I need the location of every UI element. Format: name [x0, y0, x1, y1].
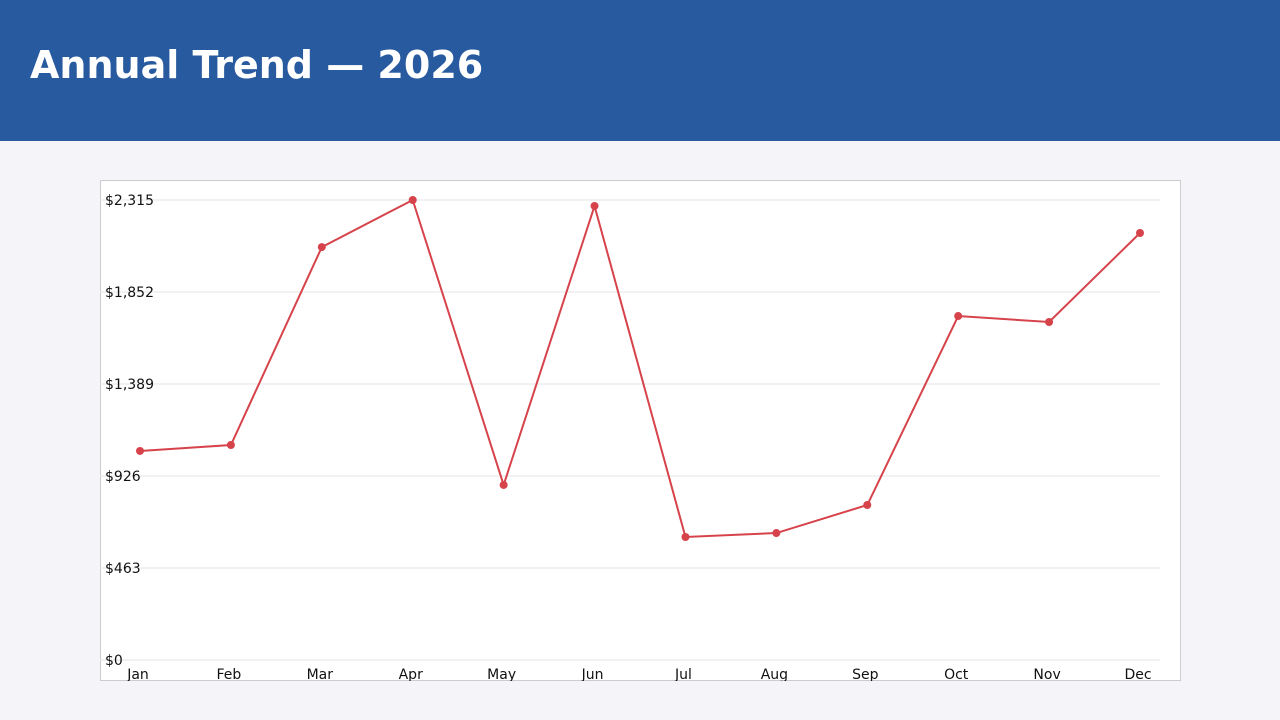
data-point [772, 529, 781, 538]
x-tick-label: Mar [307, 667, 334, 681]
data-point [681, 533, 690, 542]
x-tick-label: May [487, 667, 516, 681]
data-point [954, 312, 963, 321]
x-tick-label: Oct [944, 667, 969, 681]
x-tick-label: Feb [217, 667, 242, 681]
data-point [590, 201, 599, 210]
header: Annual Trend — 2026 [0, 0, 1280, 141]
data-point [499, 480, 508, 489]
x-tick-label: Sep [852, 667, 879, 681]
data-point [1136, 228, 1144, 237]
y-tick-label: $463 [105, 561, 141, 577]
x-tick-label: Jul [674, 667, 692, 681]
data-point [317, 243, 326, 252]
data-point [863, 501, 872, 510]
y-tick-label: $1,389 [105, 377, 154, 393]
x-tick-label: Dec [1124, 667, 1151, 681]
y-tick-label: $0 [105, 653, 123, 669]
data-point [226, 441, 235, 450]
series-line [139, 198, 1141, 539]
y-tick-label: $2,315 [105, 193, 154, 209]
data-point [408, 196, 417, 204]
x-tick-label: Aug [761, 667, 788, 681]
x-tick-label: Nov [1033, 667, 1060, 681]
x-tick-label: Jan [126, 667, 149, 681]
x-tick-label: Jun [581, 667, 604, 681]
y-tick-label: $1,852 [105, 285, 154, 301]
data-point [1045, 318, 1054, 327]
x-tick-label: Apr [399, 667, 423, 681]
y-tick-label: $926 [105, 469, 141, 485]
chart-frame [100, 180, 1181, 681]
page-title: Annual Trend — 2026 [30, 43, 484, 87]
data-point [136, 446, 144, 455]
chart: $0 $463 $926 $1,389 $1,852 $2,315 Jan Feb Mar Apr… [100, 180, 1181, 681]
